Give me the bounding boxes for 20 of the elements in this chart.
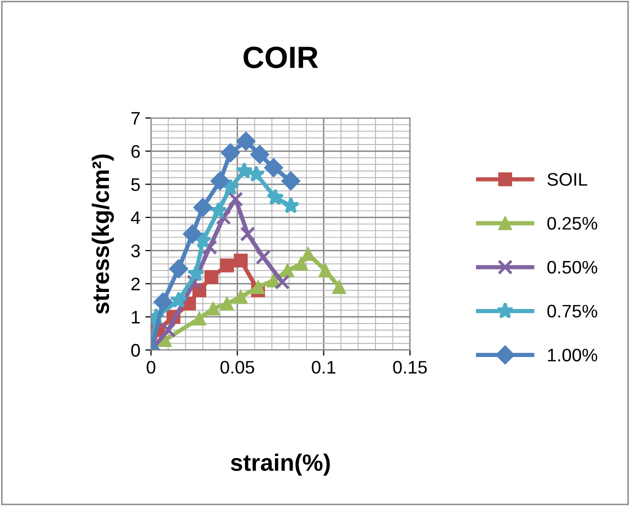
chart-title: COIR (244, 46, 318, 68)
y-tick-label: 1 (132, 310, 140, 324)
legend-label: 1.00% (548, 348, 598, 362)
legend-label: 0.75% (547, 304, 598, 318)
legend-label: 0.25% (547, 216, 598, 230)
y-tick-label: 0 (131, 344, 140, 357)
x-tick-label: 0.15 (393, 360, 427, 374)
y-tick-label: 2 (131, 278, 140, 290)
legend-label: 0.50% (547, 260, 598, 274)
x-tick-label: 0.05 (220, 360, 254, 374)
x-tick-label: 0.1 (312, 360, 336, 374)
y-axis-title: stress(kg/cm²) (92, 154, 114, 314)
y-tick-label: 5 (131, 178, 140, 192)
y-tick-label: 6 (131, 145, 140, 158)
x-axis-title: strain(%) (230, 454, 330, 476)
legend-label: SOIL (547, 173, 588, 186)
y-tick-label: 7 (131, 112, 140, 125)
y-tick-label: 4 (130, 212, 140, 224)
y-tick-label: 3 (131, 244, 140, 258)
x-tick-label: 0 (146, 360, 156, 374)
